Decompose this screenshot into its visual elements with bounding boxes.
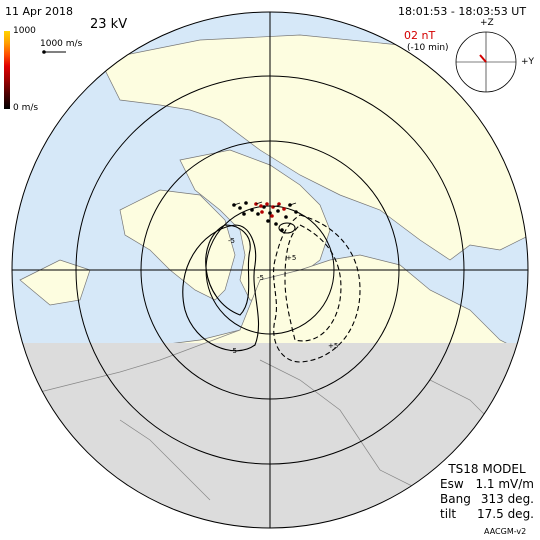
model-bang-label: Bang <box>440 492 471 506</box>
positive-contours <box>273 214 361 363</box>
imf-strength: 02 nT <box>404 29 436 42</box>
contour-positive-outer <box>273 214 361 363</box>
model-esw-label: Esw <box>440 477 464 491</box>
colorbar-min-label: 0 m/s <box>13 103 39 113</box>
cross-polar-potential: 23 kV <box>90 17 128 32</box>
negative-contours <box>182 224 260 352</box>
velocity-vectors <box>232 201 298 232</box>
coordinate-system-label: AACGM-v2 <box>484 527 527 536</box>
contour-label-5: +5 <box>286 254 296 262</box>
contour-label-1: -5 <box>228 237 235 245</box>
contour-negative-inner <box>205 224 251 316</box>
vector-scale-dot <box>42 50 46 54</box>
contour-label-2: -5 <box>230 347 237 355</box>
imf-lag: (-10 min) <box>407 43 449 53</box>
contour-negative-outer <box>182 224 260 352</box>
model-tilt-label: tilt <box>440 507 457 521</box>
contour-positive-inner <box>284 224 342 342</box>
imf-vector <box>479 54 487 63</box>
colorbar-max-label: 1000 <box>13 26 36 36</box>
model-name: TS18 MODEL <box>448 462 526 476</box>
vector-dots-dark <box>232 201 298 232</box>
imf-dial <box>455 31 517 93</box>
model-bang-value: 313 deg. <box>480 492 534 506</box>
model-esw-value: 1.1 mV/m <box>475 477 534 491</box>
vector-sticks <box>233 201 297 208</box>
map-date: 11 Apr 2018 <box>5 5 74 18</box>
imf-dial-z-label: +Z <box>480 18 494 28</box>
vector-scale-label: 1000 m/s <box>40 39 83 49</box>
model-info: TS18 MODEL Esw 1.1 mV/m Bang 313 deg. ti… <box>440 462 534 522</box>
model-esw-row: Esw 1.1 mV/m <box>440 477 534 492</box>
model-tilt-row: tilt 17.5 deg. <box>440 507 534 522</box>
contour-label-3: -5 <box>257 274 264 282</box>
model-tilt-value: 17.5 deg. <box>477 507 534 521</box>
night-coastlines <box>12 329 501 501</box>
contour-label-4: +5 <box>328 342 338 350</box>
model-bang-row: Bang 313 deg. <box>440 492 534 507</box>
imf-dial-y-label: +Y <box>521 57 535 67</box>
time-range: 18:01:53 - 18:03:53 UT <box>398 5 527 18</box>
iceland-region <box>19 259 91 306</box>
velocity-colorbar <box>4 31 10 109</box>
small-contour-loop <box>278 222 296 234</box>
